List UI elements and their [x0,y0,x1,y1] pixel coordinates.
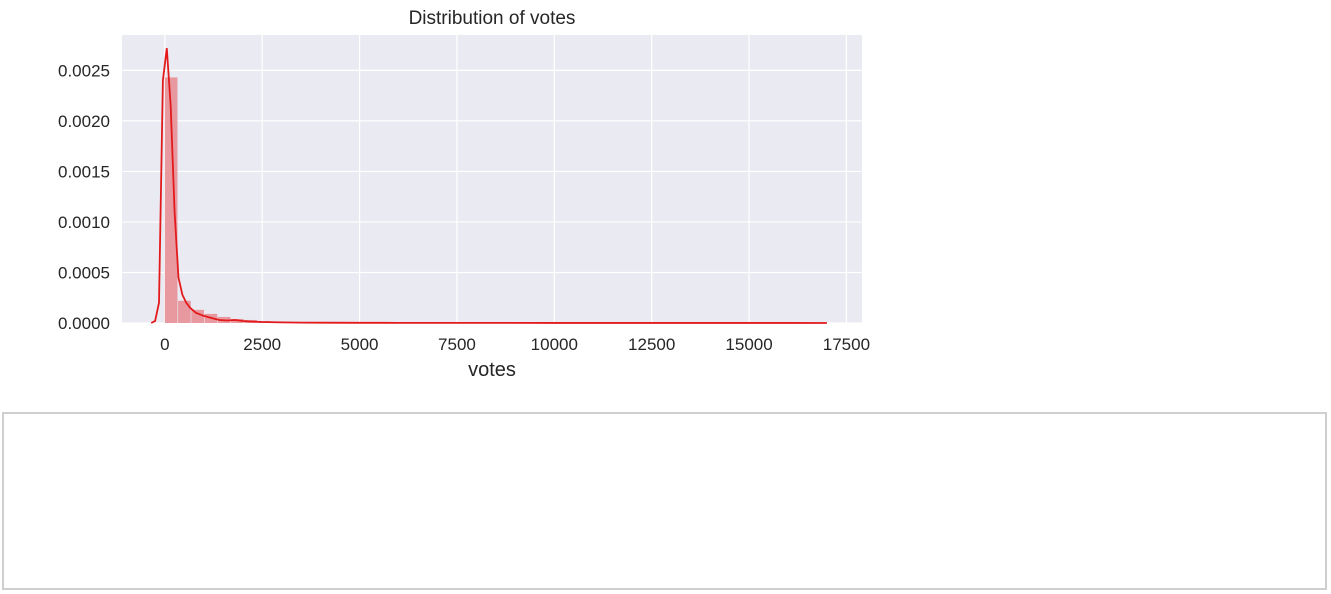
histogram-chart-svg: 0 2500 5000 7500 10000 12500 15000 17500 0.0000… [58,8,870,381]
y-tick-label: 0.0020 [58,112,110,131]
histogram-bar [164,77,178,323]
x-tick-label: 7500 [438,335,476,354]
x-axis-label: votes [468,359,516,381]
plot-area [122,35,862,323]
chart-title: Distribution of votes [409,8,576,29]
y-tick-label: 0.0010 [58,213,110,232]
x-tick-label: 10000 [531,335,578,354]
kde-curve [150,48,827,324]
histogram-bar [178,300,191,323]
histogram-bar [191,309,204,323]
x-tick-label: 12500 [628,335,675,354]
empty-code-cell[interactable] [2,412,1327,590]
y-tick-label: 0.0015 [58,162,110,181]
y-tick-label: 0.0005 [58,263,110,282]
x-tick-label: 15000 [725,335,772,354]
y-tick-label: 0.0025 [58,61,110,80]
x-tick-label: 2500 [243,335,281,354]
chart: 0 2500 5000 7500 10000 12500 15000 17500 0.0000… [0,0,880,390]
x-tick-label: 0 [160,335,169,354]
x-tick-label: 5000 [341,335,379,354]
x-tick-label: 17500 [823,335,870,354]
grid-lines [122,35,862,324]
y-tick-labels: 0.0000 0.0005 0.0010 0.0015 0.0020 0.0025 [58,61,110,333]
x-tick-labels: 0 2500 5000 7500 10000 12500 15000 17500 [160,335,870,354]
y-tick-label: 0.0000 [58,314,110,333]
